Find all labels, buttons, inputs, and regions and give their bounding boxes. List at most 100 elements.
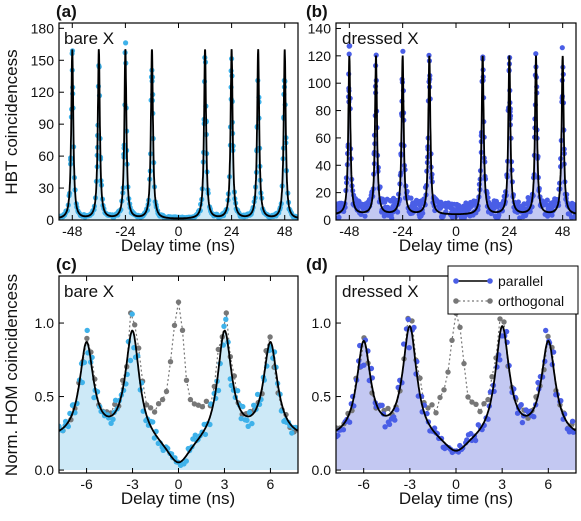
panel-c-orthogonal-point xyxy=(187,396,194,403)
panel-c-xtick-label: 3 xyxy=(221,476,229,492)
panel-b-point xyxy=(389,215,395,220)
legend-box xyxy=(447,265,579,315)
panel-b-xtick-label: 48 xyxy=(555,223,571,239)
legend-orthogonal-label: orthogonal xyxy=(498,293,564,309)
panel-b-point xyxy=(515,199,522,205)
panel-c-orthogonal-point xyxy=(239,411,245,417)
panel-d-xtick-label: 0 xyxy=(452,476,460,492)
panel-a-ytick-label: 180 xyxy=(31,20,55,36)
panel-c-ytick-label: 0.0 xyxy=(35,462,55,478)
panel-d-orthogonal-point xyxy=(501,319,507,325)
panel-d-parallel-point xyxy=(519,419,526,426)
legend-parallel-marker-right xyxy=(487,278,493,284)
panel-b-point xyxy=(336,214,342,220)
panel-c-orthogonal-point xyxy=(199,404,206,410)
panel-d-orthogonal-point xyxy=(433,410,439,416)
panel-c-parallel-point xyxy=(183,458,189,464)
panel-d-orthogonal-point xyxy=(417,375,423,381)
panel-d-xtick-label: -6 xyxy=(357,476,370,492)
panel-c-parallel-point xyxy=(79,379,86,386)
panel-c-ytick-label: 1.0 xyxy=(35,315,55,331)
panel-a-xtick-label: -48 xyxy=(62,223,82,239)
panel-b-point xyxy=(346,51,352,57)
panel-c-area xyxy=(59,330,298,471)
panel-c-parallel-point xyxy=(151,435,158,441)
panel-c-parallel-point xyxy=(246,409,253,416)
panel-b-xtick-label: -24 xyxy=(393,223,413,239)
panel-b-ytick-label: 40 xyxy=(315,157,331,173)
panel-d-parallel-point xyxy=(543,327,549,334)
panel-d-parallel-point xyxy=(379,402,385,408)
panel-d-parallel-point xyxy=(531,414,537,420)
panel-d-orthogonal-point xyxy=(465,394,471,400)
panel-d-orthogonal-point xyxy=(449,337,455,343)
panel-c-orthogonal-point xyxy=(132,322,138,328)
panel-d-inner-label: dressed X xyxy=(342,282,419,301)
panel-d-parallel-point xyxy=(497,357,503,363)
panel-d-parallel-point xyxy=(411,324,417,331)
panel-a-ytick-label: 60 xyxy=(38,148,54,164)
panel-b-xtick-label: 24 xyxy=(502,223,518,239)
panel-b-point xyxy=(544,197,550,203)
panel-d-orthogonal-point xyxy=(473,401,479,407)
panel-c-parallel-point xyxy=(110,416,116,422)
panel-b-point xyxy=(420,210,426,216)
panel-b-point xyxy=(571,204,576,210)
panel-b-xtick-label: 0 xyxy=(452,223,460,239)
panel-d-parallel-point xyxy=(386,421,393,427)
panel-d-orthogonal-point xyxy=(461,360,467,367)
panel-b-ytick-label: 0 xyxy=(323,212,331,228)
panel-d-label: (d) xyxy=(306,255,328,274)
panel-d-parallel-point xyxy=(392,417,398,423)
panel-c-parallel-point xyxy=(127,357,134,364)
panel-a-xtick-label: -24 xyxy=(115,223,135,239)
panel-d-orthogonal-point xyxy=(445,369,451,375)
panel-c-orthogonal-point xyxy=(163,388,170,395)
panel-c-orthogonal-point xyxy=(155,401,162,407)
panel-c-parallel-point xyxy=(221,323,227,329)
panel-d-parallel-point xyxy=(346,419,353,425)
panel-c-parallel-point xyxy=(108,420,114,426)
panel-c-parallel-point xyxy=(223,316,229,322)
panel-c-orthogonal-point xyxy=(136,345,142,351)
panel-c-xtick-label: 0 xyxy=(175,476,183,492)
legend-orthogonal-marker-left xyxy=(453,298,459,304)
panel-c-label: (c) xyxy=(56,255,77,274)
panel-c-orthogonal-point xyxy=(203,398,210,404)
panel-c-parallel-point xyxy=(215,387,222,394)
panel-c-orthogonal-point xyxy=(183,377,190,383)
panel-a-inner-label: bare X xyxy=(64,29,114,48)
panel-a-ytick-label: 0 xyxy=(46,212,54,228)
panel-c-orthogonal-point xyxy=(84,335,90,342)
panel-a-xtick-label: 48 xyxy=(277,223,293,239)
panel-d-parallel-point xyxy=(405,316,411,323)
panel-c-parallel-fit-line xyxy=(59,329,298,464)
panel-b-xtick-label: -48 xyxy=(339,223,359,239)
panel-b-ytick-label: 120 xyxy=(308,48,332,64)
panel-a-label: (a) xyxy=(56,2,77,21)
panel-b-ytick-label: 60 xyxy=(315,130,331,146)
panel-b-ytick-label: 80 xyxy=(315,103,331,119)
panel-c-orthogonal-point xyxy=(147,405,154,411)
panel-b-point xyxy=(426,52,432,59)
panel-c-xlabel: Delay time (ns) xyxy=(121,489,235,508)
panel-b-ytick-label: 140 xyxy=(308,20,332,36)
panel-d-parallel-point xyxy=(569,418,576,424)
panel-b-inner-label: dressed X xyxy=(342,29,419,48)
panel-c: (c) bare X Delay time (ns) -6 -3 0 3 6 0.0 0.5… xyxy=(35,255,299,508)
panel-a-xtick-label: 0 xyxy=(175,223,183,239)
panel-c-parallel-point xyxy=(244,417,250,423)
panel-d-parallel-point xyxy=(518,402,524,408)
panel-d-orthogonal-point xyxy=(485,396,491,403)
panel-b-fit-line xyxy=(336,55,576,215)
panel-a-ytick-label: 90 xyxy=(38,116,54,132)
panel-c-parallel-point xyxy=(245,423,251,429)
panel-d-xtick-label: 6 xyxy=(544,476,552,492)
panel-c-parallel-point xyxy=(289,430,295,436)
legend-orthogonal-marker-right xyxy=(487,298,493,304)
panel-b-point xyxy=(395,209,401,215)
panel-b-point xyxy=(373,52,379,58)
panel-d-orthogonal-point xyxy=(437,394,443,401)
panel-c-orthogonal-point xyxy=(215,346,221,353)
panel-c-parallel-point xyxy=(251,402,257,408)
